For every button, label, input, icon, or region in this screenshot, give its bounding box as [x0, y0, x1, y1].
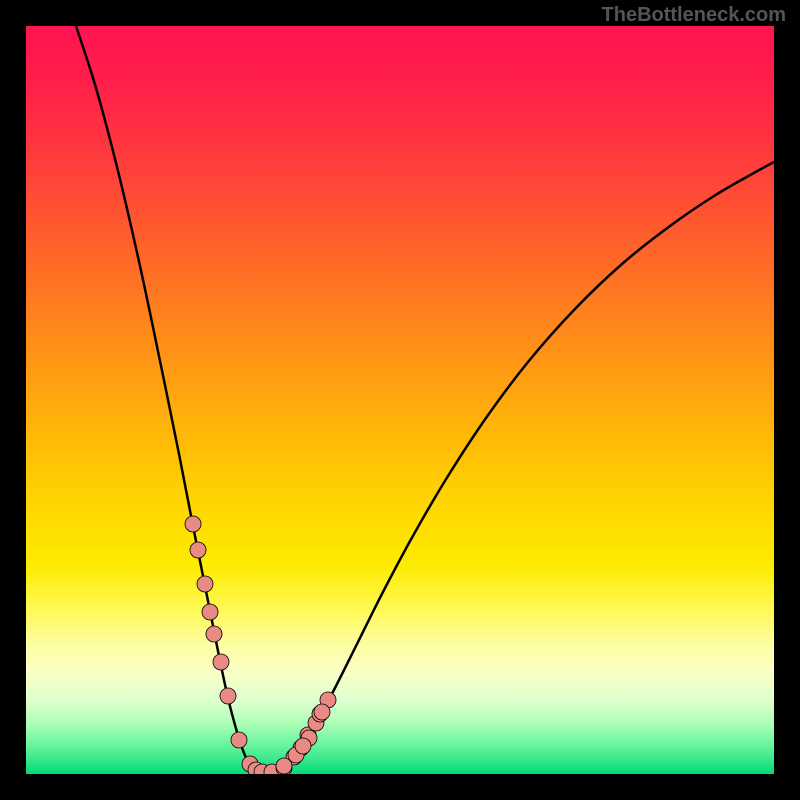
marker-point — [220, 688, 236, 704]
watermark-text: TheBottleneck.com — [602, 4, 786, 27]
marker-point — [190, 542, 206, 558]
curve-right-branch — [266, 162, 774, 774]
marker-point — [185, 516, 201, 532]
scatter-markers — [185, 516, 336, 774]
curve-left-branch — [76, 26, 266, 774]
marker-point — [276, 758, 292, 774]
marker-point — [314, 704, 330, 720]
marker-point — [202, 604, 218, 620]
marker-point — [231, 732, 247, 748]
marker-point — [213, 654, 229, 670]
plot-area — [26, 26, 774, 774]
marker-point — [206, 626, 222, 642]
curve-layer — [26, 26, 774, 774]
marker-point — [197, 576, 213, 592]
marker-point — [295, 738, 311, 754]
